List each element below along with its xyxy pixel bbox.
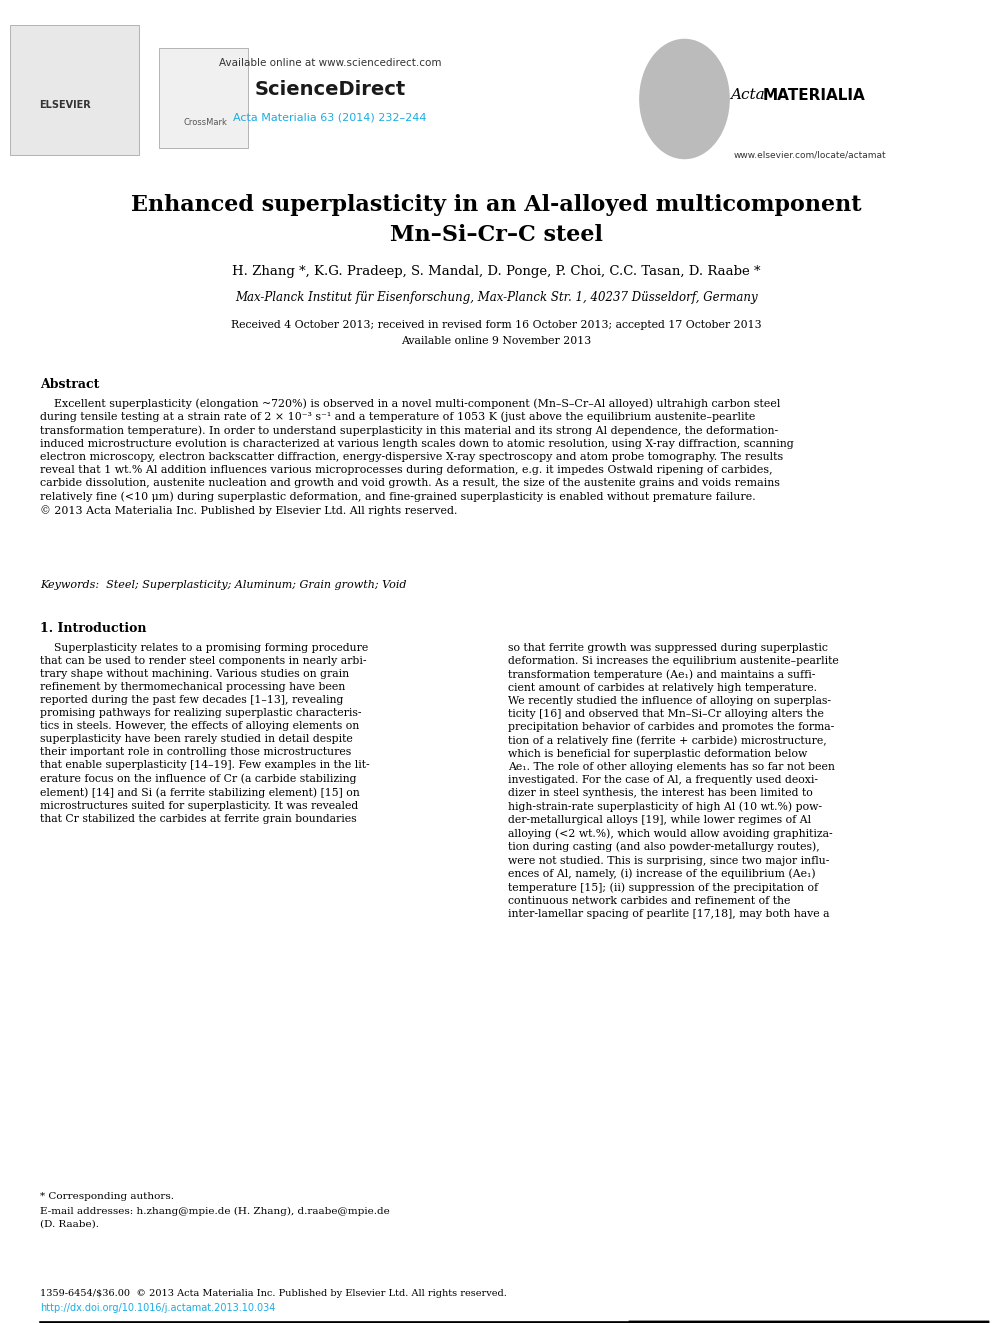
- Text: Excellent superplasticity (elongation ~720%) is observed in a novel multi-compon: Excellent superplasticity (elongation ~7…: [40, 398, 794, 516]
- Text: Available online at www.sciencedirect.com: Available online at www.sciencedirect.co…: [219, 58, 441, 67]
- FancyBboxPatch shape: [159, 48, 248, 148]
- Text: Superplasticity relates to a promising forming procedure
that can be used to ren: Superplasticity relates to a promising f…: [40, 643, 370, 824]
- Text: Acta: Acta: [730, 89, 770, 102]
- Text: Abstract: Abstract: [40, 378, 99, 392]
- Text: 1. Introduction: 1. Introduction: [40, 622, 147, 635]
- Text: Max-Planck Institut für Eisenforschung, Max-Planck Str. 1, 40237 Düsseldorf, Ger: Max-Planck Institut für Eisenforschung, …: [235, 291, 757, 304]
- Text: CrossMark: CrossMark: [184, 118, 227, 127]
- Circle shape: [640, 40, 729, 159]
- Text: MATERIALIA: MATERIALIA: [763, 87, 866, 102]
- Text: Mn–Si–Cr–C steel: Mn–Si–Cr–C steel: [390, 224, 602, 246]
- Text: so that ferrite growth was suppressed during superplastic
deformation. Si increa: so that ferrite growth was suppressed du…: [508, 643, 839, 919]
- Text: Received 4 October 2013; received in revised form 16 October 2013; accepted 17 O: Received 4 October 2013; received in rev…: [231, 320, 761, 329]
- Text: www.elsevier.com/locate/actamat: www.elsevier.com/locate/actamat: [734, 149, 886, 159]
- Text: * Corresponding authors.: * Corresponding authors.: [40, 1192, 174, 1201]
- Text: http://dx.doi.org/10.1016/j.actamat.2013.10.034: http://dx.doi.org/10.1016/j.actamat.2013…: [40, 1303, 276, 1312]
- Text: ScienceDirect: ScienceDirect: [254, 79, 406, 99]
- Text: (D. Raabe).: (D. Raabe).: [40, 1220, 99, 1229]
- Text: Acta Materialia 63 (2014) 232–244: Acta Materialia 63 (2014) 232–244: [233, 112, 427, 122]
- Text: ELSEVIER: ELSEVIER: [39, 101, 91, 110]
- Text: Enhanced superplasticity in an Al-alloyed multicomponent: Enhanced superplasticity in an Al-alloye…: [131, 194, 861, 216]
- Text: Keywords:  Steel; Superplasticity; Aluminum; Grain growth; Void: Keywords: Steel; Superplasticity; Alumin…: [40, 579, 407, 590]
- Text: H. Zhang *, K.G. Pradeep, S. Mandal, D. Ponge, P. Choi, C.C. Tasan, D. Raabe *: H. Zhang *, K.G. Pradeep, S. Mandal, D. …: [232, 266, 760, 279]
- Text: 1359-6454/$36.00  © 2013 Acta Materialia Inc. Published by Elsevier Ltd. All rig: 1359-6454/$36.00 © 2013 Acta Materialia …: [40, 1289, 507, 1298]
- Text: E-mail addresses: h.zhang@mpie.de (H. Zhang), d.raabe@mpie.de: E-mail addresses: h.zhang@mpie.de (H. Zh…: [40, 1207, 390, 1216]
- FancyBboxPatch shape: [10, 25, 139, 155]
- Text: Available online 9 November 2013: Available online 9 November 2013: [401, 336, 591, 347]
